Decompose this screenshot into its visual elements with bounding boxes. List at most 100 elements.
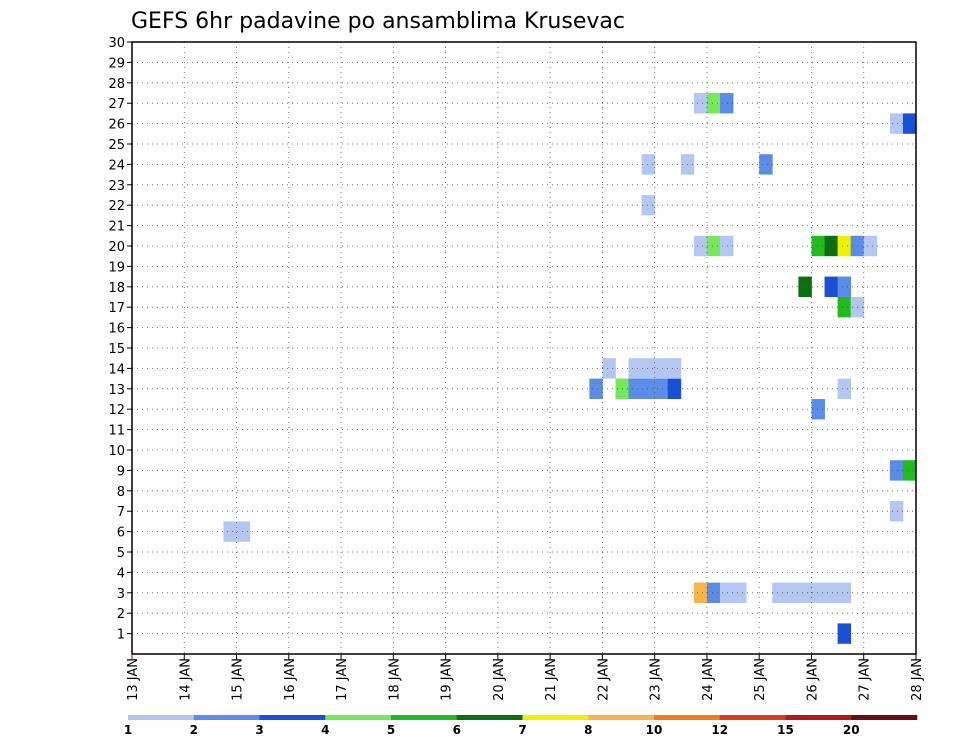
colorbar-label: 12	[711, 723, 728, 737]
y-tick-label: 12	[108, 403, 125, 418]
y-tick-label: 13	[108, 383, 125, 398]
y-tick-label: 15	[108, 342, 125, 357]
heat-cell	[798, 582, 812, 603]
heat-cell	[641, 195, 656, 216]
heat-cell	[772, 582, 786, 603]
x-tick-label: 23 JAN	[649, 658, 664, 701]
y-tick-label: 3	[117, 587, 125, 602]
colorbar-swatch	[193, 715, 260, 720]
colorbar-swatch	[785, 715, 852, 720]
x-tick-label: 19 JAN	[440, 658, 455, 701]
x-tick-label: 15 JAN	[231, 658, 246, 701]
colorbar-label: 7	[518, 723, 526, 737]
x-tick-label: 21 JAN	[544, 658, 559, 701]
heat-cell	[706, 582, 721, 603]
colorbar-label: 6	[453, 723, 461, 737]
heat-cell	[837, 623, 852, 644]
colorbar-label: 3	[255, 723, 263, 737]
heat-cell	[798, 276, 812, 297]
y-tick-label: 30	[108, 36, 125, 51]
heat-cell	[863, 235, 878, 257]
colorbar-label: 2	[190, 723, 198, 737]
x-tick-label: 25 JAN	[753, 658, 768, 701]
heat-cell	[693, 235, 708, 257]
colorbar-swatch	[851, 715, 918, 720]
y-tick-label: 14	[108, 362, 125, 377]
x-tick-label: 13 JAN	[126, 658, 141, 701]
y-tick-label: 9	[117, 464, 125, 479]
y-tick-label: 10	[108, 444, 125, 459]
x-axis: 13 JAN 14 JAN 15 JAN 16 JAN 17 JAN 18 JAN 19 J…	[126, 654, 925, 701]
colorbar-swatch	[456, 715, 523, 720]
heat-cell	[837, 297, 852, 318]
colorbar-swatch	[391, 715, 458, 720]
colorbar-swatch	[719, 715, 786, 720]
y-tick-label: 16	[108, 322, 125, 337]
heat-cell	[733, 582, 747, 603]
heat-cell	[889, 501, 904, 522]
y-tick-label: 4	[117, 566, 125, 581]
heat-cell	[236, 521, 250, 542]
heat-cell	[889, 460, 904, 481]
y-tick-label: 24	[108, 158, 125, 173]
heat-cell	[667, 358, 682, 379]
heat-cell	[720, 582, 734, 603]
heat-cell	[902, 113, 917, 134]
y-tick-label: 11	[108, 424, 125, 439]
heat-cell	[759, 154, 773, 175]
heat-cell	[720, 93, 734, 114]
heat-cell	[223, 521, 237, 542]
x-tick-label: 16 JAN	[283, 658, 298, 701]
heat-cell	[706, 235, 721, 257]
colorbar-swatch	[325, 715, 392, 720]
x-tick-label: 27 JAN	[858, 658, 873, 701]
heat-cell	[824, 582, 838, 603]
heat-cell	[824, 235, 838, 257]
colorbar-label: 20	[843, 723, 860, 737]
y-tick-label: 29	[108, 56, 125, 71]
heat-cell	[641, 358, 656, 379]
plot-frame	[131, 41, 917, 655]
x-tick-label: 22 JAN	[596, 658, 611, 701]
heat-cell	[837, 235, 852, 257]
x-tick-label: 14 JAN	[178, 658, 193, 701]
colorbar-swatch	[654, 715, 721, 720]
y-tick-label: 17	[108, 301, 125, 316]
y-tick-label: 20	[108, 240, 125, 255]
heat-cell	[811, 235, 825, 257]
y-tick-label: 27	[108, 97, 125, 112]
x-tick-label: 20 JAN	[492, 658, 507, 701]
heat-cell	[837, 276, 852, 297]
y-tick-label: 25	[108, 138, 125, 153]
colorbar-label: 1	[124, 723, 132, 737]
heat-cell	[641, 154, 656, 175]
heat-cell	[667, 378, 682, 399]
heat-cell	[628, 358, 642, 379]
heat-cell	[902, 460, 917, 481]
heat-cell	[720, 235, 734, 257]
y-tick-label: 8	[117, 485, 125, 500]
colorbar-swatch	[259, 715, 326, 720]
heat-cell	[837, 582, 852, 603]
y-tick-label: 26	[108, 118, 125, 133]
y-tick-label: 22	[108, 199, 125, 214]
y-tick-label: 7	[117, 505, 125, 520]
heat-cell	[811, 399, 825, 420]
x-tick-label: 18 JAN	[387, 658, 402, 701]
y-tick-label: 1	[117, 628, 125, 643]
heat-cell	[824, 276, 838, 297]
y-tick-label: 6	[117, 526, 125, 541]
colorbar-label: 15	[777, 723, 794, 737]
x-tick-label: 17 JAN	[335, 658, 350, 701]
heat-cell	[889, 113, 904, 134]
colorbar-label: 8	[584, 723, 592, 737]
heat-cell	[602, 358, 616, 379]
x-tick-label: 26 JAN	[806, 658, 821, 701]
y-tick-label: 23	[108, 179, 125, 194]
heat-cell	[628, 378, 642, 399]
y-axis: 1234567891011121314151617181920212223242…	[108, 36, 132, 643]
colorbar-label: 5	[387, 723, 395, 737]
heat-cell	[641, 378, 656, 399]
heat-cell	[654, 358, 669, 379]
